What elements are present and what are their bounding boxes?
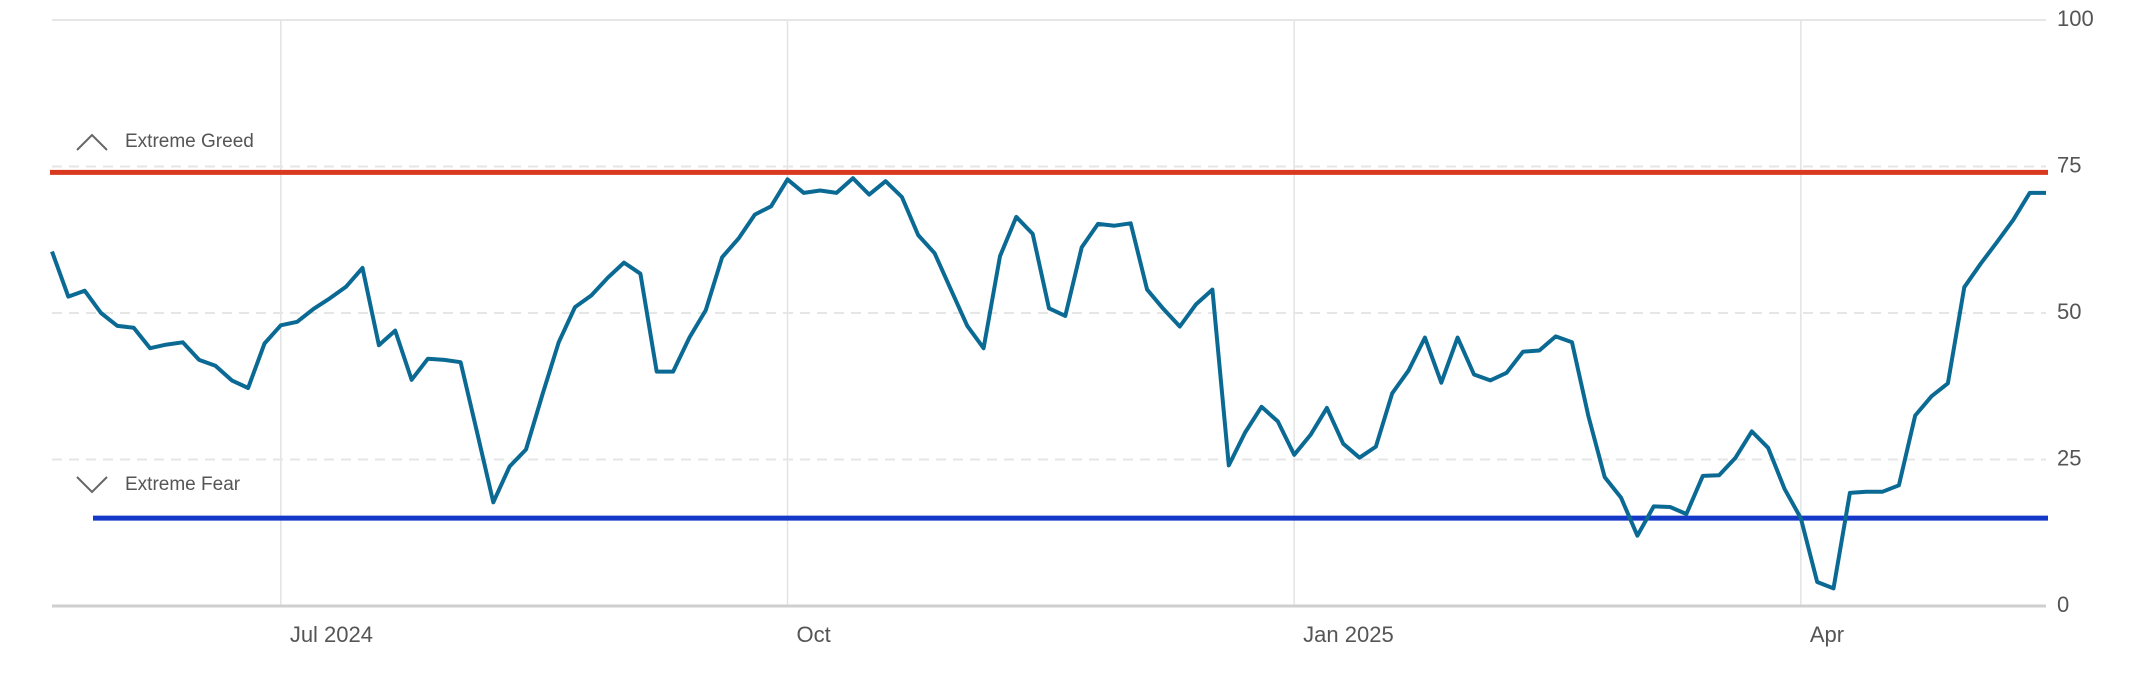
y-tick-label: 100 (2057, 6, 2094, 31)
y-tick-label: 0 (2057, 592, 2069, 617)
x-tick-label: Jul 2024 (290, 622, 373, 647)
x-tick-label: Oct (796, 622, 830, 647)
x-tick-label: Jan 2025 (1303, 622, 1394, 647)
x-tick-label: Apr (1810, 622, 1844, 647)
chevron-icon (76, 476, 108, 494)
y-tick-label: 75 (2057, 152, 2081, 177)
y-tick-label: 50 (2057, 299, 2081, 324)
annotation-label: Extreme Greed (125, 131, 254, 152)
chevron-icon (76, 133, 108, 151)
y-tick-label: 25 (2057, 445, 2081, 470)
annotation-label: Extreme Fear (125, 474, 241, 495)
data-line (50, 176, 2046, 591)
